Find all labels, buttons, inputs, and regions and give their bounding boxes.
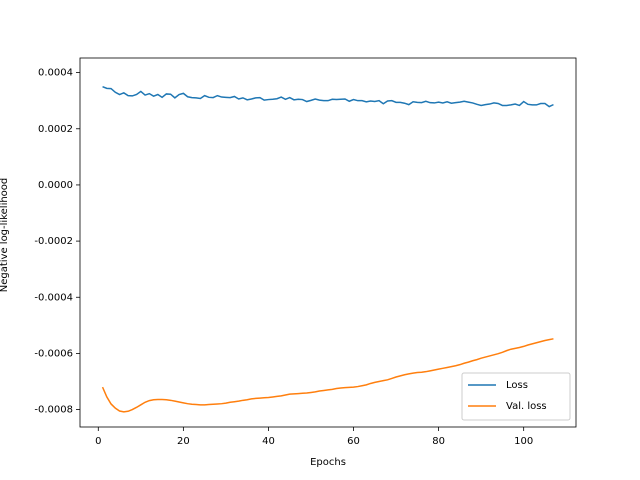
plot-frame: [79, 57, 577, 428]
x-tick-label: 40: [262, 436, 275, 447]
series-line: [101, 338, 554, 413]
y-tick-label: -0.0006: [34, 348, 73, 359]
y-tick-label: -0.0008: [34, 405, 73, 416]
y-axis-label: Negative log-likelihood: [0, 178, 10, 293]
x-tick-label: 60: [347, 436, 360, 447]
series-line: [102, 85, 554, 108]
y-tick-label: -0.0002: [34, 236, 73, 247]
x-axis-label: Epochs: [310, 457, 346, 468]
legend-label: Val. loss: [506, 401, 547, 412]
x-tick-label: 100: [514, 436, 533, 447]
x-tick-label: 80: [432, 436, 445, 447]
y-tick-label: 0.0002: [38, 124, 73, 135]
y-tick-label: 0.0004: [38, 68, 73, 79]
x-tick-label: 20: [177, 436, 190, 447]
y-tick-label: -0.0004: [34, 292, 73, 303]
x-tick-label: 0: [95, 436, 101, 447]
legend-label: Loss: [506, 380, 528, 391]
y-tick-label: 0.0000: [38, 180, 73, 191]
